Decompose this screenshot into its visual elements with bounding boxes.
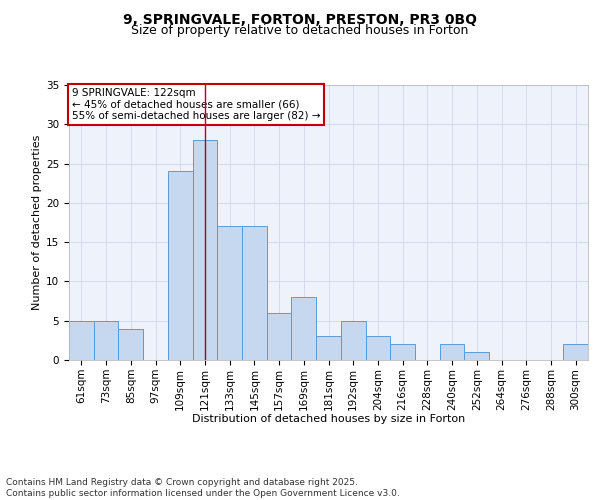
Text: 9 SPRINGVALE: 122sqm
← 45% of detached houses are smaller (66)
55% of semi-detac: 9 SPRINGVALE: 122sqm ← 45% of detached h… [71,88,320,121]
Bar [464,352,489,360]
Bar [193,140,217,360]
Bar [341,320,365,360]
Y-axis label: Number of detached properties: Number of detached properties [32,135,42,310]
Bar [217,226,242,360]
Bar [69,320,94,360]
Bar [118,328,143,360]
Bar [267,313,292,360]
Bar [168,172,193,360]
Bar [563,344,588,360]
Bar [390,344,415,360]
Bar [365,336,390,360]
Text: Contains HM Land Registry data © Crown copyright and database right 2025.
Contai: Contains HM Land Registry data © Crown c… [6,478,400,498]
Bar [316,336,341,360]
Bar [292,297,316,360]
X-axis label: Distribution of detached houses by size in Forton: Distribution of detached houses by size … [192,414,465,424]
Text: Size of property relative to detached houses in Forton: Size of property relative to detached ho… [131,24,469,37]
Bar [242,226,267,360]
Bar [440,344,464,360]
Bar [94,320,118,360]
Text: 9, SPRINGVALE, FORTON, PRESTON, PR3 0BQ: 9, SPRINGVALE, FORTON, PRESTON, PR3 0BQ [123,12,477,26]
